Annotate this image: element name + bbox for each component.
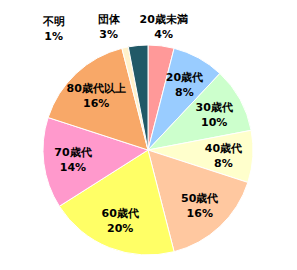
category-label: 団体 xyxy=(98,13,121,26)
category-label: 20歳代 xyxy=(166,71,203,84)
category-label: 20歳未満 xyxy=(140,13,188,26)
value-label: 10% xyxy=(201,116,227,129)
category-label: 30歳代 xyxy=(196,101,233,114)
value-label: 8% xyxy=(214,157,233,170)
value-label: 16% xyxy=(187,207,213,220)
category-label: 60歳代 xyxy=(102,207,139,220)
value-label: 8% xyxy=(175,86,194,99)
category-label: 40歳代 xyxy=(205,142,242,155)
pie-slice xyxy=(128,45,148,150)
category-label: 70歳代 xyxy=(54,146,91,159)
pie xyxy=(43,45,253,255)
value-label: 4% xyxy=(154,28,173,41)
value-label: 14% xyxy=(60,161,86,174)
data-labels: 20歳未満4%20歳代8%30歳代10%40歳代8%50歳代16%60歳代20%… xyxy=(42,13,242,236)
value-label: 3% xyxy=(99,28,118,41)
value-label: 1% xyxy=(44,30,63,43)
value-label: 20% xyxy=(107,222,133,235)
category-label: 50歳代 xyxy=(181,192,218,205)
value-label: 16% xyxy=(83,97,109,110)
category-label: 80歳代以上 xyxy=(67,82,126,95)
chart: 20歳未満4%20歳代8%30歳代10%40歳代8%50歳代16%60歳代20%… xyxy=(0,0,297,270)
category-label: 不明 xyxy=(42,15,65,28)
